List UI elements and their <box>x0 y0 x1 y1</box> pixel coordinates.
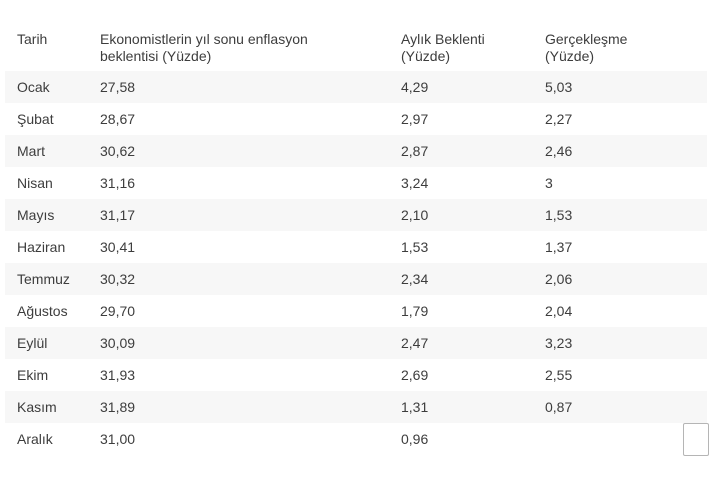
column-header-label: Ekonomistlerin yıl sonu enflasyon beklen… <box>100 31 308 64</box>
value-cell: 2,34 <box>389 263 533 295</box>
value-cell: 30,41 <box>88 231 389 263</box>
value-cell: 2,87 <box>389 135 533 167</box>
row-label-cell: Haziran <box>5 231 88 263</box>
value-cell: 1,53 <box>533 199 707 231</box>
column-header-label: Tarih <box>17 31 48 47</box>
value-cell: 1,79 <box>389 295 533 327</box>
table-row: Mayıs 31,17 2,10 1,53 <box>5 199 707 231</box>
value-cell: 2,06 <box>533 263 707 295</box>
value-cell: 31,17 <box>88 199 389 231</box>
value-cell: 2,04 <box>533 295 707 327</box>
row-label-cell: Mart <box>5 135 88 167</box>
row-label-cell: Kasım <box>5 391 88 423</box>
row-label-cell: Aralık <box>5 423 88 455</box>
value-cell: 2,97 <box>389 103 533 135</box>
table-row: Ağustos 29,70 1,79 2,04 <box>5 295 707 327</box>
row-label-cell: Ocak <box>5 71 88 103</box>
column-header-label: Gerçekleşme (Yüzde) <box>545 31 628 64</box>
inflation-expectations-table: Tarih Ekonomistlerin yıl sonu enflasyon b… <box>5 24 707 455</box>
value-cell <box>533 423 707 455</box>
value-cell: 3,23 <box>533 327 707 359</box>
column-header: Gerçekleşme (Yüzde) <box>533 24 707 71</box>
row-label-cell: Temmuz <box>5 263 88 295</box>
row-label-cell: Ağustos <box>5 295 88 327</box>
value-cell: 1,37 <box>533 231 707 263</box>
value-cell: 2,27 <box>533 103 707 135</box>
value-cell: 30,62 <box>88 135 389 167</box>
row-label-cell: Eylül <box>5 327 88 359</box>
table-row: Mart 30,62 2,87 2,46 <box>5 135 707 167</box>
value-cell: 31,00 <box>88 423 389 455</box>
value-cell: 2,55 <box>533 359 707 391</box>
column-header: Tarih <box>5 24 88 71</box>
value-cell: 4,29 <box>389 71 533 103</box>
table-row: Nisan 31,16 3,24 3 <box>5 167 707 199</box>
header-row: Tarih Ekonomistlerin yıl sonu enflasyon b… <box>5 24 707 71</box>
value-cell: 5,03 <box>533 71 707 103</box>
column-header-label: Aylık Beklenti (Yüzde) <box>401 31 485 64</box>
value-cell: 29,70 <box>88 295 389 327</box>
value-cell: 31,89 <box>88 391 389 423</box>
value-cell: 30,32 <box>88 263 389 295</box>
table-row: Ocak 27,58 4,29 5,03 <box>5 71 707 103</box>
table-row: Kasım 31,89 1,31 0,87 <box>5 391 707 423</box>
value-cell: 0,96 <box>389 423 533 455</box>
value-cell: 2,47 <box>389 327 533 359</box>
corner-widget-box <box>683 423 709 456</box>
table-body: Ocak 27,58 4,29 5,03 Şubat 28,67 2,97 2,27 Mart 3… <box>5 71 707 455</box>
table-row: Şubat 28,67 2,97 2,27 <box>5 103 707 135</box>
value-cell: 31,16 <box>88 167 389 199</box>
value-cell: 1,31 <box>389 391 533 423</box>
table-row: Aralık 31,00 0,96 <box>5 423 707 455</box>
table-header: Tarih Ekonomistlerin yıl sonu enflasyon b… <box>5 24 707 71</box>
table-row: Ekim 31,93 2,69 2,55 <box>5 359 707 391</box>
value-cell: 2,69 <box>389 359 533 391</box>
value-cell: 2,10 <box>389 199 533 231</box>
value-cell: 3,24 <box>389 167 533 199</box>
row-label-cell: Nisan <box>5 167 88 199</box>
column-header: Ekonomistlerin yıl sonu enflasyon beklen… <box>88 24 389 71</box>
value-cell: 28,67 <box>88 103 389 135</box>
value-cell: 0,87 <box>533 391 707 423</box>
value-cell: 31,93 <box>88 359 389 391</box>
table-row: Temmuz 30,32 2,34 2,06 <box>5 263 707 295</box>
value-cell: 1,53 <box>389 231 533 263</box>
table-row: Eylül 30,09 2,47 3,23 <box>5 327 707 359</box>
inflation-expectations-table-wrap: Tarih Ekonomistlerin yıl sonu enflasyon b… <box>5 24 707 455</box>
value-cell: 2,46 <box>533 135 707 167</box>
row-label-cell: Şubat <box>5 103 88 135</box>
column-header: Aylık Beklenti (Yüzde) <box>389 24 533 71</box>
value-cell: 30,09 <box>88 327 389 359</box>
value-cell: 27,58 <box>88 71 389 103</box>
row-label-cell: Mayıs <box>5 199 88 231</box>
table-row: Haziran 30,41 1,53 1,37 <box>5 231 707 263</box>
row-label-cell: Ekim <box>5 359 88 391</box>
value-cell: 3 <box>533 167 707 199</box>
